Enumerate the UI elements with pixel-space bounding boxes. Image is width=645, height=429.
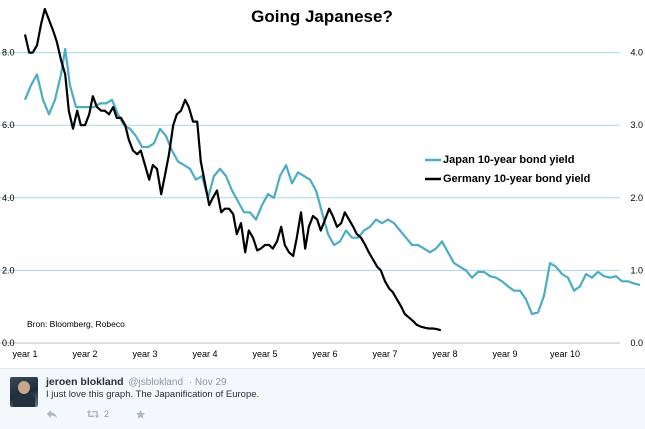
x-axis-tick-label: year 1 (12, 349, 37, 359)
left-axis-tick-label: 2.0 (2, 265, 15, 275)
tweet-actions: 2 (46, 407, 146, 421)
retweet-count: 2 (104, 409, 110, 419)
source-note: Bron: Bloomberg, Robeco (27, 319, 125, 329)
right-axis-tick-label: 2.0 (630, 193, 643, 203)
legend-label: Japan 10-year bond yield (443, 154, 574, 166)
reply-icon[interactable] (46, 409, 58, 419)
germany-yield-line (23, 7, 442, 332)
x-axis-tick-label: year 8 (432, 349, 457, 359)
left-axis-tick-label: 0.0 (2, 338, 15, 348)
x-axis-tick-label: year 3 (132, 349, 157, 359)
favorite-star-icon[interactable] (135, 409, 146, 420)
left-axis-tick-label: 8.0 (2, 48, 15, 58)
tweet-date[interactable]: · Nov 29 (188, 377, 227, 388)
x-axis-tick-label: year 6 (312, 349, 337, 359)
right-axis-tick-label: 0.0 (630, 338, 643, 348)
tweet-author[interactable]: jeroen blokland (46, 376, 124, 388)
tweet-card[interactable]: jeroen blokland @jsblokland · Nov 29 I j… (0, 368, 645, 429)
x-axis-tick-label: year 10 (550, 349, 580, 359)
retweet-icon[interactable]: 2 (86, 409, 109, 419)
x-axis-tick-label: year 7 (372, 349, 397, 359)
chart-title: Going Japanese? (251, 7, 393, 26)
right-axis-tick-label: 1.0 (630, 265, 643, 275)
x-axis-tick-label: year 9 (492, 349, 517, 359)
tweet-handle[interactable]: @jsblokland (128, 377, 184, 388)
left-axis-tick-label: 6.0 (2, 120, 15, 130)
legend-label: Germany 10-year bond yield (443, 173, 590, 185)
avatar[interactable] (10, 377, 38, 407)
tweet-header: jeroen blokland @jsblokland · Nov 29 (46, 376, 227, 388)
x-axis-tick-label: year 5 (252, 349, 277, 359)
left-axis-tick-label: 4.0 (2, 193, 15, 203)
right-axis-tick-label: 4.0 (630, 48, 643, 58)
right-axis-tick-label: 3.0 (630, 120, 643, 130)
x-axis-tick-label: year 4 (192, 349, 217, 359)
tweet-text: I just love this graph. The Japanificati… (46, 389, 260, 400)
x-axis-tick-label: year 2 (72, 349, 97, 359)
chart-svg: Going Japanese? 0.0 2.0 4.0 6.0 8.0 0.0 1.0 2.0 3… (0, 7, 643, 359)
chart-area: Going Japanese? 0.0 2.0 4.0 6.0 8.0 0.0 1.0 2.0 3… (0, 7, 643, 359)
